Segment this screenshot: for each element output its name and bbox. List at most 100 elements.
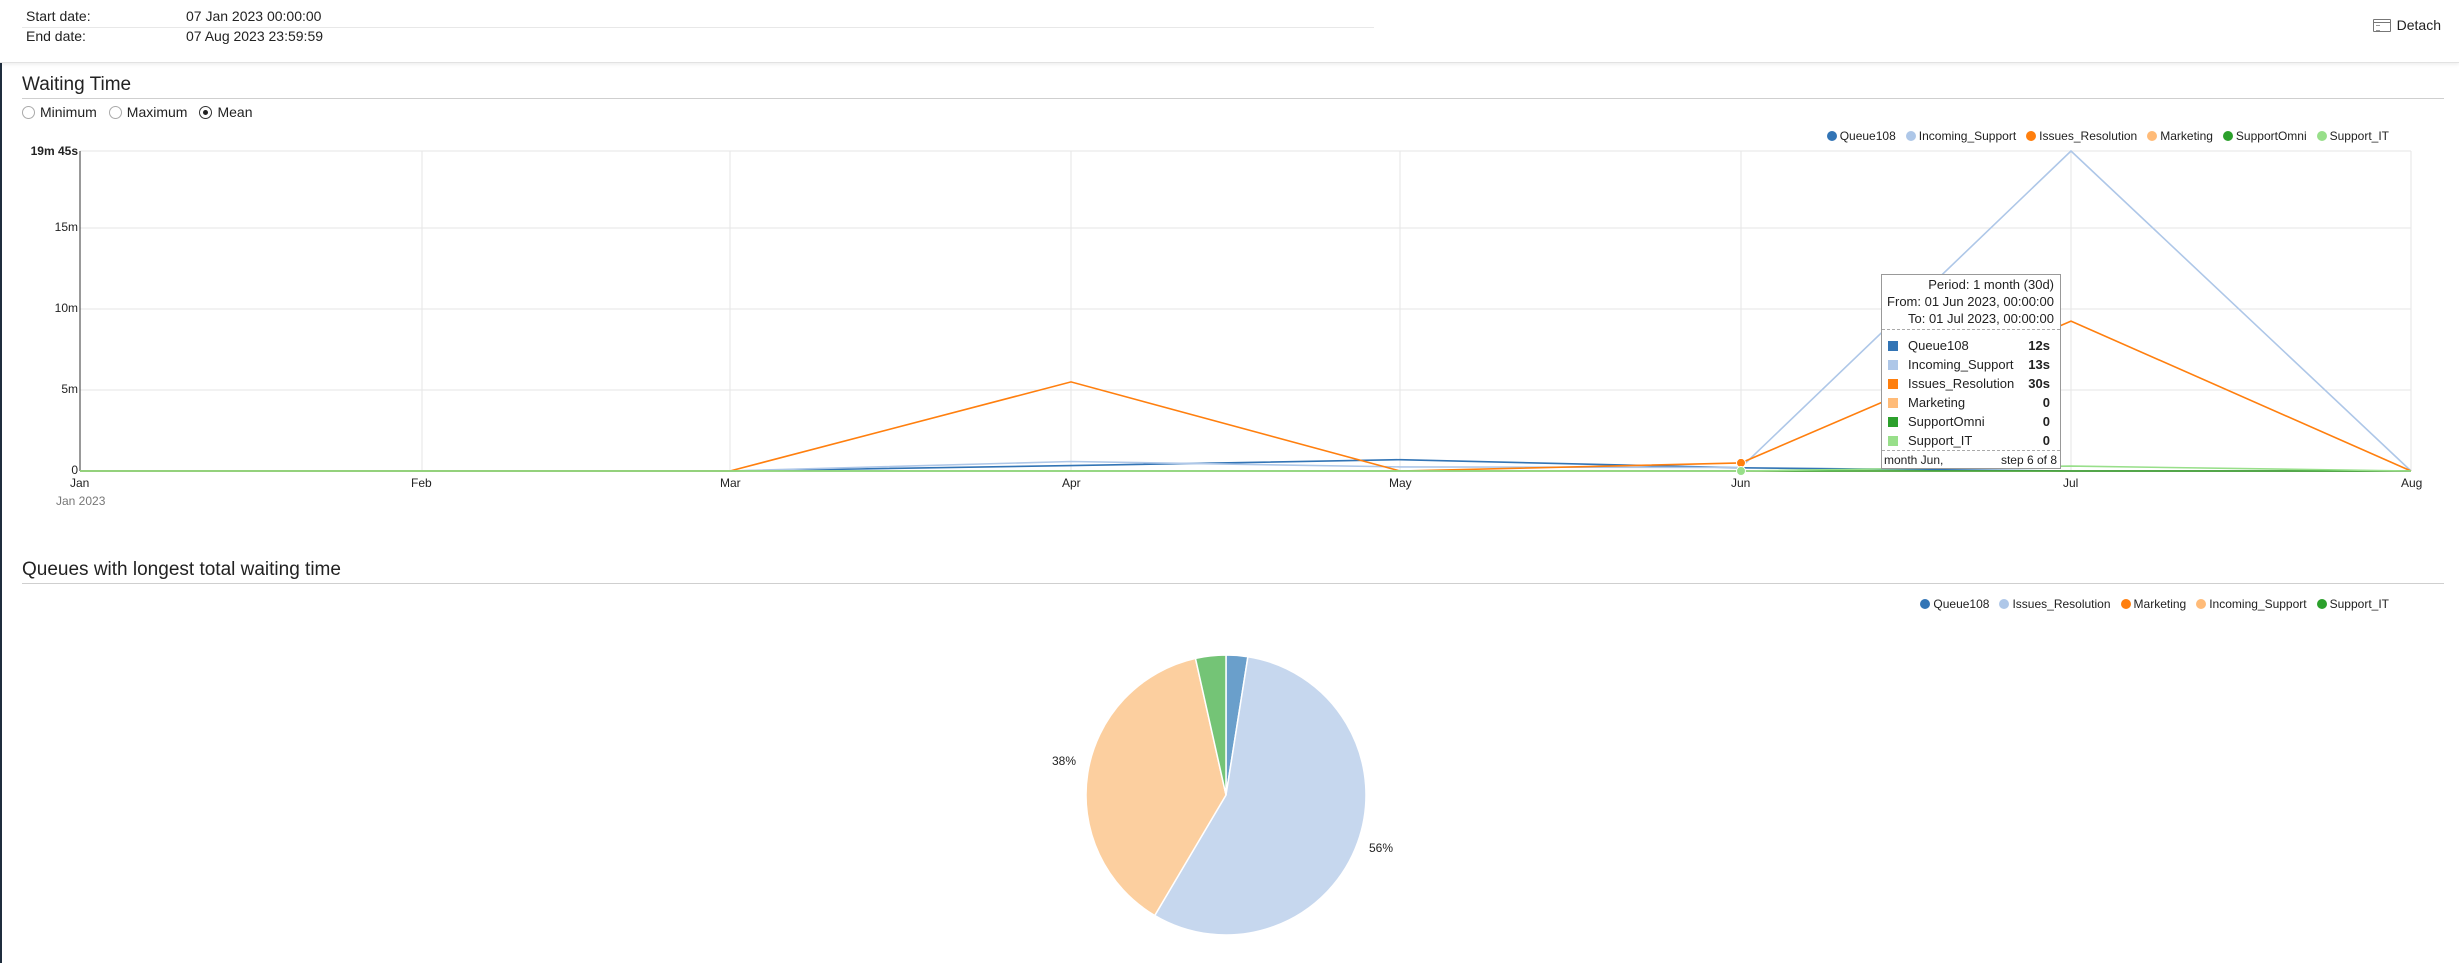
x-tick-mar: Mar: [720, 476, 741, 490]
legend-dot: [2026, 131, 2037, 141]
legend-item-incoming-support[interactable]: Incoming_Support: [1905, 129, 2017, 143]
tooltip-swatch: [1888, 435, 1898, 446]
tooltip-row: Issues_Resolution 30s: [1882, 374, 2060, 393]
legend-label: Queue108: [1839, 129, 1896, 143]
x-tick-aug: Aug: [2401, 476, 2423, 490]
y-tick-15m: 15m: [54, 220, 78, 234]
x-tick-jun: Jun: [1731, 476, 1751, 490]
tooltip-swatch: [1888, 397, 1898, 408]
tooltip-swatch: [1888, 359, 1898, 370]
end-date-label: End date:: [26, 28, 86, 44]
tooltip-series-value: 0: [2042, 395, 2050, 410]
legend-label: Marketing: [2133, 597, 2187, 611]
tooltip-series-name: Support_IT: [1908, 433, 1973, 448]
radio-mean[interactable]: Mean: [199, 104, 252, 120]
legend-dot: [2222, 131, 2233, 141]
detach-button[interactable]: Detach: [2372, 17, 2441, 33]
legend-item-issues-resolution[interactable]: Issues_Resolution: [1999, 597, 2111, 611]
tooltip-series-name: Marketing: [1908, 395, 1966, 410]
tooltip-footer: month Jun, step 6 of 8: [1882, 450, 2060, 468]
legend-item-supportomni[interactable]: SupportOmni: [2222, 129, 2307, 143]
start-date-value: 07 Jan 2023 00:00:00: [186, 8, 322, 24]
tooltip-swatch: [1888, 378, 1898, 389]
series-line-queue108[interactable]: [80, 458, 2411, 472]
tooltip-swatch: [1888, 340, 1898, 351]
queues-rule: [22, 583, 2444, 584]
legend-dot: [2316, 131, 2327, 141]
radio-minimum[interactable]: Minimum: [22, 104, 97, 120]
pie-slice-issues-resolution[interactable]: [1153, 655, 1367, 936]
series-line-incoming-support[interactable]: [80, 149, 2412, 472]
meta-divider: [22, 27, 1374, 28]
tooltip-period: Period: 1 month (30d): [1928, 277, 2054, 292]
x-tick-jul: Jul: [2063, 476, 2079, 490]
legend-label: Issues_Resolution: [2012, 597, 2111, 611]
detach-label: Detach: [2396, 17, 2441, 33]
legend-item-marketing[interactable]: Marketing: [2147, 129, 2213, 143]
start-date-label: Start date:: [26, 8, 91, 24]
legend-label: Incoming_Support: [2209, 597, 2307, 611]
statistic-radio-group: Minimum Maximum Mean: [22, 104, 264, 120]
queues-title: Queues with longest total waiting time: [22, 559, 341, 580]
tooltip-series-name: Queue108: [1908, 338, 1969, 353]
legend-dot: [2196, 599, 2207, 609]
tooltip-footer-month: month Jun,: [1884, 453, 1944, 467]
radio-minimum-circle[interactable]: [22, 105, 35, 119]
pie-slice-incoming-support[interactable]: [1085, 657, 1227, 917]
x-tick-may: May: [1389, 476, 1412, 490]
legend-dot: [2147, 131, 2158, 141]
tooltip-series-value: 12s: [2028, 338, 2050, 353]
hover-marker: [1736, 466, 1746, 476]
start-date-row: Start date: 07 Jan 2023 00:00:00: [26, 8, 321, 24]
legend-label: Marketing: [2160, 129, 2213, 143]
legend-item-queue108[interactable]: Queue108: [1920, 597, 1989, 611]
legend-label: Incoming_Support: [1918, 129, 2017, 143]
window-icon: [2372, 18, 2391, 32]
tooltip-series-name: Issues_Resolution: [1908, 376, 2015, 391]
date-range-header: Start date: 07 Jan 2023 00:00:00 End date…: [0, 0, 2459, 63]
radio-maximum[interactable]: Maximum: [108, 104, 188, 120]
legend-dot: [1920, 599, 1931, 609]
tooltip-footer-step: step 6 of 8: [2000, 453, 2057, 467]
tooltip-series-name: SupportOmni: [1908, 414, 1985, 429]
tooltip-row: Marketing 0: [1882, 393, 2060, 412]
tooltip-series-value: 13s: [2028, 357, 2050, 372]
waiting-time-rule: [22, 98, 2444, 99]
waiting-time-line-chart[interactable]: [0, 0, 2459, 520]
chart-tooltip: Period: 1 month (30d) From: 01 Jun 2023,…: [1881, 274, 2061, 469]
pie-label-38: 38%: [1052, 754, 1077, 768]
pie-slice-support-it[interactable]: [1194, 654, 1227, 796]
radio-mean-circle[interactable]: [199, 105, 213, 119]
x-tick-feb: Feb: [411, 476, 432, 490]
tooltip-separator: [1882, 329, 2060, 330]
tooltip-series-value: 30s: [2028, 376, 2050, 391]
series-line-issues-resolution[interactable]: [80, 320, 2412, 472]
radio-mean-label: Mean: [217, 104, 253, 120]
legend-dot: [2316, 599, 2327, 609]
legend-label: Support_IT: [2329, 129, 2389, 143]
legend-item-support-it[interactable]: Support_IT: [2316, 597, 2389, 611]
tooltip-row: Support_IT 0: [1882, 431, 2060, 450]
legend-label: Issues_Resolution: [2039, 129, 2138, 143]
queues-pie-chart[interactable]: [1076, 645, 1376, 945]
legend-item-incoming-support[interactable]: Incoming_Support: [2196, 597, 2307, 611]
tooltip-from: From: 01 Jun 2023, 00:00:00: [1887, 294, 2054, 309]
legend-item-support-it[interactable]: Support_IT: [2316, 129, 2389, 143]
legend-dot: [1905, 131, 1916, 141]
legend-item-marketing[interactable]: Marketing: [2120, 597, 2187, 611]
legend-item-issues-resolution[interactable]: Issues_Resolution: [2026, 129, 2137, 143]
legend-label: Support_IT: [2329, 597, 2389, 611]
tooltip-row: Incoming_Support 13s: [1882, 355, 2060, 374]
tooltip-series-value: 0: [2042, 414, 2050, 429]
radio-maximum-label: Maximum: [126, 104, 188, 120]
tooltip-series-value: 0: [2042, 433, 2050, 448]
queues-legend: Queue108 Issues_Resolution Marketing Inc…: [1910, 597, 2389, 611]
legend-label: Queue108: [1933, 597, 1990, 611]
radio-maximum-circle[interactable]: [108, 105, 122, 119]
y-tick-max: 19m 45s: [30, 144, 78, 158]
tooltip-to: To: 01 Jul 2023, 00:00:00: [1907, 311, 2054, 326]
y-tick-10m: 10m: [54, 301, 78, 315]
legend-item-queue108[interactable]: Queue108: [1826, 129, 1896, 143]
end-date-row: End date: 07 Aug 2023 23:59:59: [26, 28, 323, 44]
radio-minimum-label: Minimum: [40, 104, 97, 120]
